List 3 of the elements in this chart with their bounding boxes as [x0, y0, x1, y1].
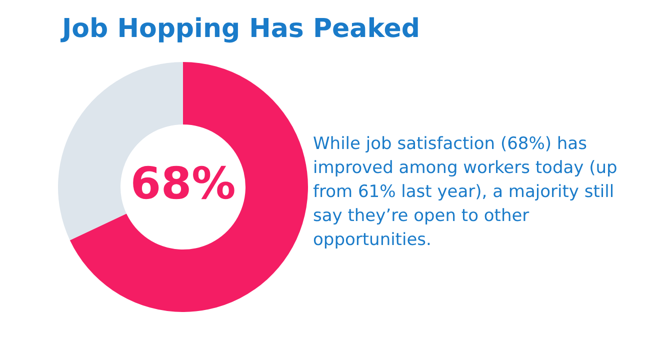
text: While job satisfaction (68%) has improved among workers today (up from 61% last year), a majority still say they’re open to other opportunities.: [313, 133, 618, 252]
chart-title: Job Hopping Has Peaked: [62, 14, 420, 44]
data-label: 68%: [130, 158, 236, 210]
